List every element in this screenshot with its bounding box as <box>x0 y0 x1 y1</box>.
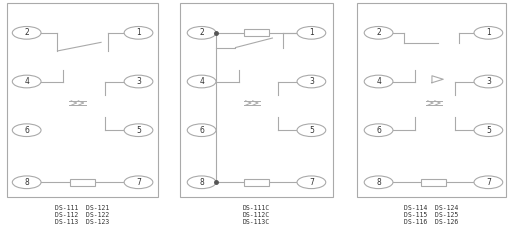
Text: DS-111  DS-121: DS-111 DS-121 <box>55 205 109 211</box>
Text: DS-112  DS-122: DS-112 DS-122 <box>55 212 109 218</box>
Text: 2: 2 <box>24 28 29 37</box>
Circle shape <box>12 27 41 39</box>
Circle shape <box>124 75 153 88</box>
Bar <box>421 179 446 186</box>
Text: 7: 7 <box>136 178 141 187</box>
Text: 5: 5 <box>309 126 314 135</box>
Bar <box>244 179 269 186</box>
Text: 4: 4 <box>199 77 204 86</box>
Circle shape <box>364 176 393 189</box>
Circle shape <box>364 124 393 136</box>
Bar <box>180 3 333 197</box>
Text: DS-115  DS-125: DS-115 DS-125 <box>404 212 459 218</box>
Text: DS-113  DS-123: DS-113 DS-123 <box>55 220 109 225</box>
Text: 6: 6 <box>24 126 29 135</box>
Text: 7: 7 <box>309 178 314 187</box>
Bar <box>7 3 158 197</box>
Circle shape <box>474 27 503 39</box>
Circle shape <box>124 27 153 39</box>
Text: 4: 4 <box>24 77 29 86</box>
Text: 3: 3 <box>309 77 314 86</box>
Bar <box>357 3 506 197</box>
Text: 8: 8 <box>24 178 29 187</box>
Text: 8: 8 <box>199 178 204 187</box>
Circle shape <box>12 75 41 88</box>
Text: 7: 7 <box>486 178 491 187</box>
Text: DS-114  DS-124: DS-114 DS-124 <box>404 205 459 211</box>
Circle shape <box>474 124 503 136</box>
Circle shape <box>364 75 393 88</box>
Circle shape <box>297 27 326 39</box>
Text: 2: 2 <box>376 28 381 37</box>
Text: 5: 5 <box>486 126 491 135</box>
Circle shape <box>474 176 503 189</box>
Circle shape <box>297 124 326 136</box>
Text: 1: 1 <box>486 28 491 37</box>
Text: DS-112C: DS-112C <box>243 212 270 218</box>
Text: 8: 8 <box>376 178 381 187</box>
Circle shape <box>12 176 41 189</box>
Text: 6: 6 <box>376 126 381 135</box>
Circle shape <box>187 75 216 88</box>
Circle shape <box>187 176 216 189</box>
Circle shape <box>124 176 153 189</box>
Circle shape <box>187 27 216 39</box>
Circle shape <box>187 124 216 136</box>
Text: 1: 1 <box>309 28 314 37</box>
Circle shape <box>297 75 326 88</box>
Bar <box>244 30 269 36</box>
Text: 6: 6 <box>199 126 204 135</box>
Circle shape <box>364 27 393 39</box>
Bar <box>70 179 95 186</box>
Circle shape <box>12 124 41 136</box>
Text: 1: 1 <box>136 28 141 37</box>
Text: 3: 3 <box>486 77 491 86</box>
Text: DS-116  DS-126: DS-116 DS-126 <box>404 220 459 225</box>
Text: DS-111C: DS-111C <box>243 205 270 211</box>
Text: 3: 3 <box>136 77 141 86</box>
Text: 5: 5 <box>136 126 141 135</box>
Circle shape <box>297 176 326 189</box>
Circle shape <box>124 124 153 136</box>
Text: 4: 4 <box>376 77 381 86</box>
Circle shape <box>474 75 503 88</box>
Text: DS-113C: DS-113C <box>243 220 270 225</box>
Text: 2: 2 <box>199 28 204 37</box>
